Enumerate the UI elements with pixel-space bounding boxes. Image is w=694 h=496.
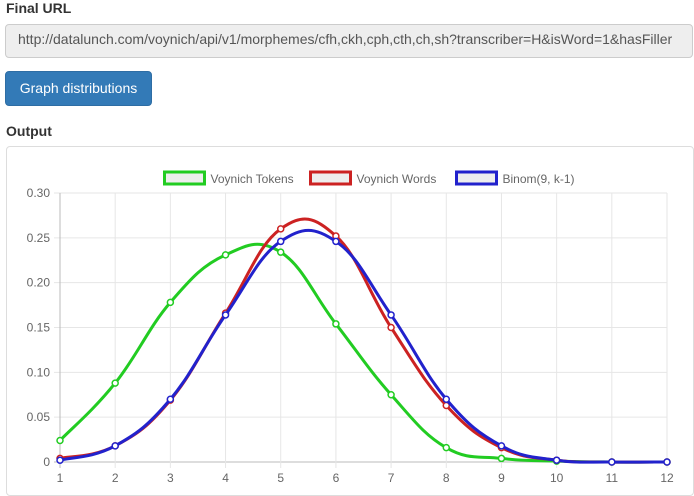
data-point bbox=[276, 248, 285, 256]
y-tick-label: 0 bbox=[43, 455, 50, 469]
series-line-2 bbox=[59, 217, 668, 464]
data-point bbox=[663, 458, 671, 466]
legend-swatch bbox=[455, 170, 498, 186]
y-tick-label: 0.30 bbox=[27, 186, 51, 200]
series-line-3 bbox=[59, 229, 668, 464]
graph-distributions-button[interactable]: Graph distributions bbox=[5, 71, 152, 106]
final-url-label: Final URL bbox=[6, 0, 72, 16]
data-point bbox=[276, 225, 285, 233]
data-point bbox=[56, 456, 64, 464]
data-point bbox=[111, 379, 119, 387]
x-tick-label: 8 bbox=[443, 471, 450, 485]
data-point bbox=[497, 442, 506, 450]
legend-label: Voynich Words bbox=[357, 172, 437, 186]
final-url-field[interactable]: http://datalunch.com/voynich/api/v1/morp… bbox=[5, 24, 693, 58]
legend-label: Binom(9, k-1) bbox=[503, 172, 575, 186]
data-point bbox=[387, 311, 395, 319]
data-point bbox=[276, 237, 285, 246]
data-point bbox=[608, 458, 616, 466]
data-point bbox=[552, 456, 561, 464]
data-point bbox=[166, 298, 175, 307]
data-point bbox=[387, 323, 395, 332]
data-point bbox=[111, 442, 119, 450]
data-point bbox=[332, 237, 340, 246]
x-tick-label: 1 bbox=[57, 471, 64, 485]
legend-label: Voynich Tokens bbox=[211, 172, 294, 186]
x-tick-label: 6 bbox=[333, 471, 340, 485]
x-tick-label: 10 bbox=[550, 471, 564, 485]
x-tick-label: 11 bbox=[606, 471, 619, 485]
legend-swatch bbox=[309, 170, 352, 186]
x-tick-label: 9 bbox=[498, 471, 505, 485]
y-tick-label: 0.05 bbox=[27, 410, 51, 424]
data-point bbox=[442, 395, 451, 403]
output-panel bbox=[6, 146, 694, 496]
data-point bbox=[166, 395, 175, 403]
x-tick-label: 3 bbox=[167, 471, 174, 485]
x-tick-label: 12 bbox=[660, 471, 674, 485]
x-tick-label: 2 bbox=[112, 471, 119, 485]
x-tick-label: 4 bbox=[222, 471, 229, 485]
y-tick-label: 0.25 bbox=[27, 231, 51, 245]
data-point bbox=[442, 443, 451, 452]
data-point bbox=[497, 454, 506, 463]
data-point bbox=[56, 436, 64, 445]
y-tick-label: 0.15 bbox=[27, 321, 51, 335]
output-label: Output bbox=[6, 123, 52, 139]
data-point bbox=[387, 391, 395, 399]
x-tick-label: 7 bbox=[388, 471, 395, 485]
data-point bbox=[221, 311, 230, 319]
data-point bbox=[221, 251, 230, 259]
x-tick-label: 5 bbox=[277, 471, 284, 485]
y-tick-label: 0.20 bbox=[27, 276, 51, 290]
data-point bbox=[332, 320, 340, 328]
y-tick-label: 0.10 bbox=[27, 365, 51, 379]
legend-swatch bbox=[163, 170, 206, 186]
